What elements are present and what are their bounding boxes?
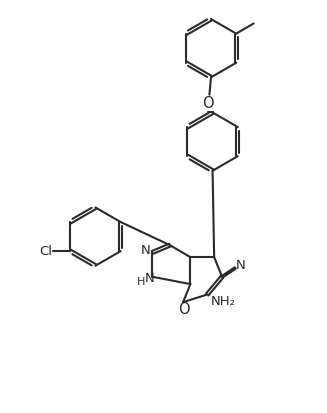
Text: N: N (141, 244, 150, 257)
Text: H: H (137, 278, 146, 287)
Text: N: N (236, 259, 246, 272)
Text: O: O (202, 96, 214, 111)
Text: NH₂: NH₂ (211, 295, 235, 308)
Text: Cl: Cl (39, 244, 52, 258)
Text: O: O (178, 301, 190, 317)
Text: N: N (145, 272, 154, 285)
